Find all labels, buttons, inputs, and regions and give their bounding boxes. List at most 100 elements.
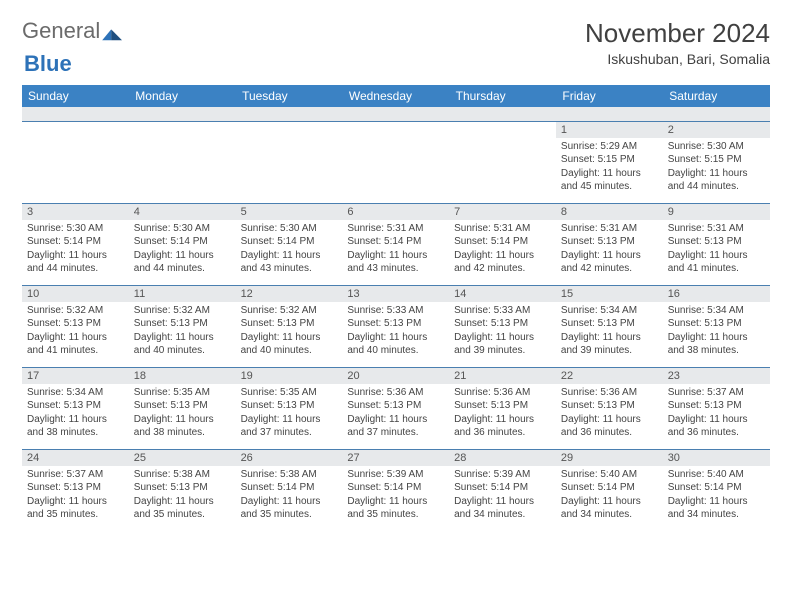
day-number: 9	[663, 204, 770, 220]
day-details: Sunrise: 5:29 AMSunset: 5:15 PMDaylight:…	[556, 138, 663, 198]
day-number: 11	[129, 286, 236, 302]
day-number: 24	[22, 450, 129, 466]
calendar-week-row: 3Sunrise: 5:30 AMSunset: 5:14 PMDaylight…	[22, 203, 770, 285]
calendar-cell: 20Sunrise: 5:36 AMSunset: 5:13 PMDayligh…	[342, 367, 449, 449]
day-number: 3	[22, 204, 129, 220]
calendar-cell: 28Sunrise: 5:39 AMSunset: 5:14 PMDayligh…	[449, 449, 556, 531]
day-details: Sunrise: 5:32 AMSunset: 5:13 PMDaylight:…	[236, 302, 343, 362]
day-number: 14	[449, 286, 556, 302]
calendar-week-row: 10Sunrise: 5:32 AMSunset: 5:13 PMDayligh…	[22, 285, 770, 367]
calendar-cell: 12Sunrise: 5:32 AMSunset: 5:13 PMDayligh…	[236, 285, 343, 367]
day-details: Sunrise: 5:30 AMSunset: 5:14 PMDaylight:…	[129, 220, 236, 280]
calendar-cell: 13Sunrise: 5:33 AMSunset: 5:13 PMDayligh…	[342, 285, 449, 367]
calendar-cell: ..	[129, 121, 236, 203]
calendar-cell: ..	[342, 121, 449, 203]
calendar-cell: 24Sunrise: 5:37 AMSunset: 5:13 PMDayligh…	[22, 449, 129, 531]
day-number: 6	[342, 204, 449, 220]
day-details: Sunrise: 5:39 AMSunset: 5:14 PMDaylight:…	[342, 466, 449, 526]
day-number: 25	[129, 450, 236, 466]
day-details: Sunrise: 5:31 AMSunset: 5:13 PMDaylight:…	[556, 220, 663, 280]
calendar-cell: 30Sunrise: 5:40 AMSunset: 5:14 PMDayligh…	[663, 449, 770, 531]
logo-mark-icon	[102, 22, 124, 40]
page-title: November 2024	[585, 18, 770, 49]
day-details: Sunrise: 5:37 AMSunset: 5:13 PMDaylight:…	[663, 384, 770, 444]
calendar-cell: 14Sunrise: 5:33 AMSunset: 5:13 PMDayligh…	[449, 285, 556, 367]
calendar-cell: 16Sunrise: 5:34 AMSunset: 5:13 PMDayligh…	[663, 285, 770, 367]
day-header: Thursday	[449, 85, 556, 107]
day-details: Sunrise: 5:38 AMSunset: 5:13 PMDaylight:…	[129, 466, 236, 526]
day-details: Sunrise: 5:37 AMSunset: 5:13 PMDaylight:…	[22, 466, 129, 526]
calendar-cell: 27Sunrise: 5:39 AMSunset: 5:14 PMDayligh…	[342, 449, 449, 531]
day-number: 27	[342, 450, 449, 466]
day-number: 28	[449, 450, 556, 466]
day-details: Sunrise: 5:35 AMSunset: 5:13 PMDaylight:…	[129, 384, 236, 444]
day-number: 4	[129, 204, 236, 220]
calendar-cell: 23Sunrise: 5:37 AMSunset: 5:13 PMDayligh…	[663, 367, 770, 449]
calendar-cell: 6Sunrise: 5:31 AMSunset: 5:14 PMDaylight…	[342, 203, 449, 285]
day-details: Sunrise: 5:31 AMSunset: 5:13 PMDaylight:…	[663, 220, 770, 280]
calendar-cell: 10Sunrise: 5:32 AMSunset: 5:13 PMDayligh…	[22, 285, 129, 367]
calendar-cell: 1Sunrise: 5:29 AMSunset: 5:15 PMDaylight…	[556, 121, 663, 203]
day-header: Monday	[129, 85, 236, 107]
day-details: Sunrise: 5:30 AMSunset: 5:15 PMDaylight:…	[663, 138, 770, 198]
day-number: 29	[556, 450, 663, 466]
day-number: 22	[556, 368, 663, 384]
day-details: Sunrise: 5:31 AMSunset: 5:14 PMDaylight:…	[449, 220, 556, 280]
day-number: 23	[663, 368, 770, 384]
day-number: 13	[342, 286, 449, 302]
day-number: 15	[556, 286, 663, 302]
calendar-cell: 3Sunrise: 5:30 AMSunset: 5:14 PMDaylight…	[22, 203, 129, 285]
day-details: Sunrise: 5:34 AMSunset: 5:13 PMDaylight:…	[663, 302, 770, 362]
day-number: 30	[663, 450, 770, 466]
day-details: Sunrise: 5:34 AMSunset: 5:13 PMDaylight:…	[556, 302, 663, 362]
day-details: Sunrise: 5:39 AMSunset: 5:14 PMDaylight:…	[449, 466, 556, 526]
day-number: 10	[22, 286, 129, 302]
calendar-cell: 25Sunrise: 5:38 AMSunset: 5:13 PMDayligh…	[129, 449, 236, 531]
day-header: Wednesday	[342, 85, 449, 107]
day-number: 18	[129, 368, 236, 384]
day-details: Sunrise: 5:33 AMSunset: 5:13 PMDaylight:…	[342, 302, 449, 362]
day-header: Saturday	[663, 85, 770, 107]
calendar-cell: 2Sunrise: 5:30 AMSunset: 5:15 PMDaylight…	[663, 121, 770, 203]
day-details: Sunrise: 5:32 AMSunset: 5:13 PMDaylight:…	[22, 302, 129, 362]
day-number: 19	[236, 368, 343, 384]
day-details: Sunrise: 5:40 AMSunset: 5:14 PMDaylight:…	[663, 466, 770, 526]
day-number: 12	[236, 286, 343, 302]
calendar-cell: 9Sunrise: 5:31 AMSunset: 5:13 PMDaylight…	[663, 203, 770, 285]
day-number: 7	[449, 204, 556, 220]
day-header: Tuesday	[236, 85, 343, 107]
day-details: Sunrise: 5:40 AMSunset: 5:14 PMDaylight:…	[556, 466, 663, 526]
day-details: Sunrise: 5:31 AMSunset: 5:14 PMDaylight:…	[342, 220, 449, 280]
calendar-cell: 19Sunrise: 5:35 AMSunset: 5:13 PMDayligh…	[236, 367, 343, 449]
day-header: Sunday	[22, 85, 129, 107]
day-details: Sunrise: 5:32 AMSunset: 5:13 PMDaylight:…	[129, 302, 236, 362]
day-details: Sunrise: 5:34 AMSunset: 5:13 PMDaylight:…	[22, 384, 129, 444]
calendar-table: Sunday Monday Tuesday Wednesday Thursday…	[22, 85, 770, 531]
day-number: 16	[663, 286, 770, 302]
day-number: 26	[236, 450, 343, 466]
logo-text-blue: Blue	[24, 51, 72, 77]
calendar-week-row: ..........1Sunrise: 5:29 AMSunset: 5:15 …	[22, 121, 770, 203]
day-details: Sunrise: 5:36 AMSunset: 5:13 PMDaylight:…	[556, 384, 663, 444]
calendar-cell: 8Sunrise: 5:31 AMSunset: 5:13 PMDaylight…	[556, 203, 663, 285]
day-number: 20	[342, 368, 449, 384]
day-details: Sunrise: 5:35 AMSunset: 5:13 PMDaylight:…	[236, 384, 343, 444]
day-details: Sunrise: 5:30 AMSunset: 5:14 PMDaylight:…	[22, 220, 129, 280]
calendar-cell: 4Sunrise: 5:30 AMSunset: 5:14 PMDaylight…	[129, 203, 236, 285]
calendar-cell: 11Sunrise: 5:32 AMSunset: 5:13 PMDayligh…	[129, 285, 236, 367]
logo-text-general: General	[22, 18, 100, 44]
day-details: Sunrise: 5:33 AMSunset: 5:13 PMDaylight:…	[449, 302, 556, 362]
logo: General	[22, 18, 124, 44]
day-number: 1	[556, 122, 663, 138]
calendar-cell: ..	[22, 121, 129, 203]
day-header: Friday	[556, 85, 663, 107]
calendar-cell: 7Sunrise: 5:31 AMSunset: 5:14 PMDaylight…	[449, 203, 556, 285]
day-number: 2	[663, 122, 770, 138]
calendar-cell: 29Sunrise: 5:40 AMSunset: 5:14 PMDayligh…	[556, 449, 663, 531]
calendar-cell: 15Sunrise: 5:34 AMSunset: 5:13 PMDayligh…	[556, 285, 663, 367]
day-header-row: Sunday Monday Tuesday Wednesday Thursday…	[22, 85, 770, 107]
calendar-cell: 5Sunrise: 5:30 AMSunset: 5:14 PMDaylight…	[236, 203, 343, 285]
day-number: 5	[236, 204, 343, 220]
calendar-week-row: 17Sunrise: 5:34 AMSunset: 5:13 PMDayligh…	[22, 367, 770, 449]
calendar-cell: 21Sunrise: 5:36 AMSunset: 5:13 PMDayligh…	[449, 367, 556, 449]
